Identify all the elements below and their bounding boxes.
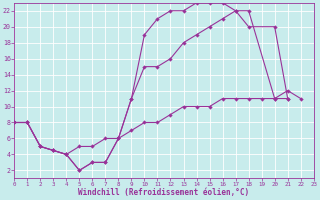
X-axis label: Windchill (Refroidissement éolien,°C): Windchill (Refroidissement éolien,°C) <box>78 188 250 197</box>
